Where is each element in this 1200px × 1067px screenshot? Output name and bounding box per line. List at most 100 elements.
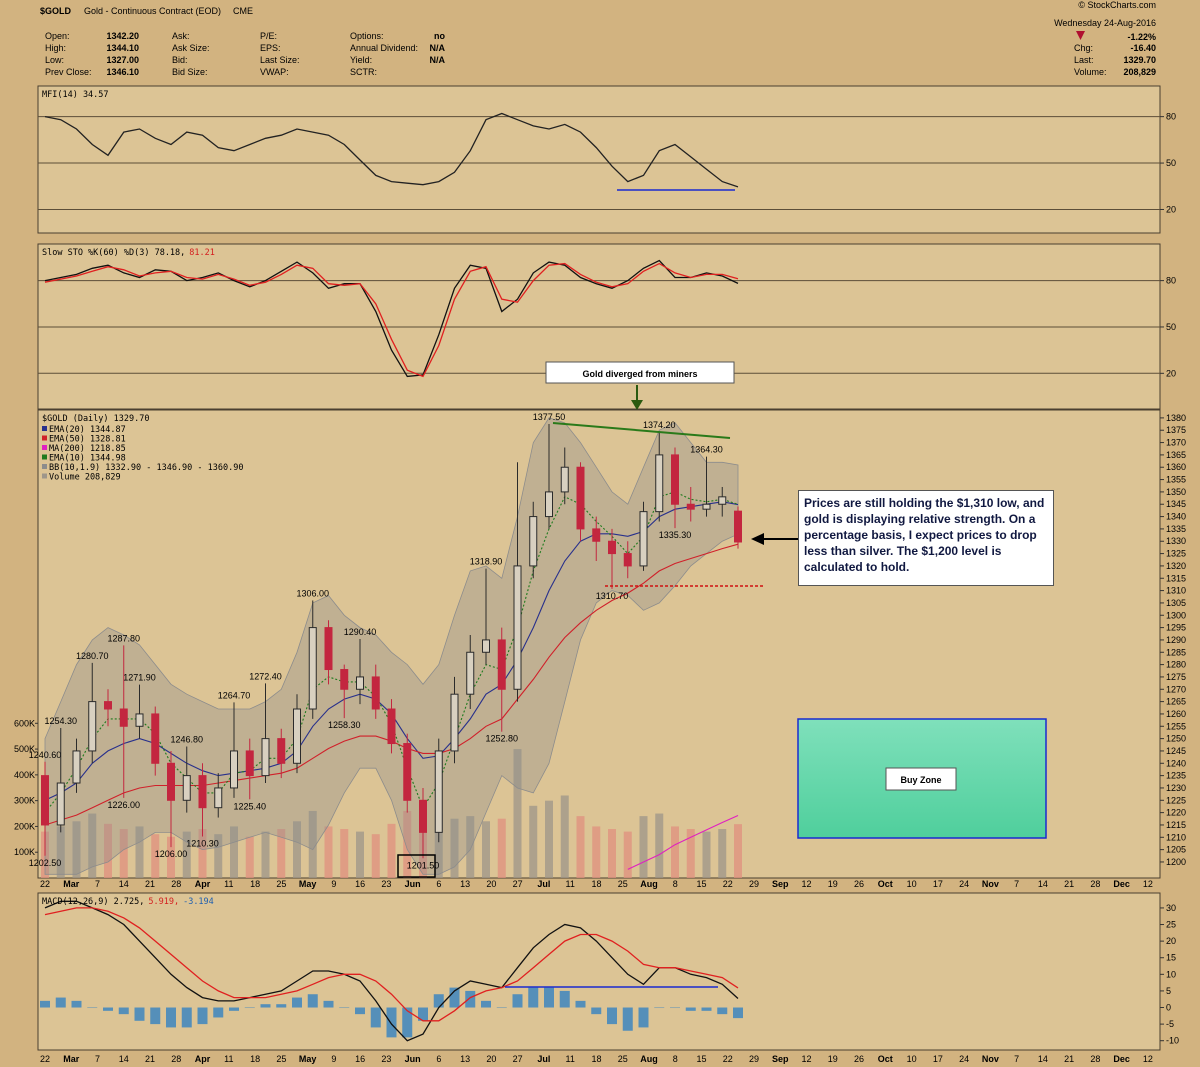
y-tick-label: 1240: [1166, 758, 1186, 768]
series-line: [44, 259, 739, 378]
low-label: 1310.70: [596, 591, 629, 601]
y-tick-label: 1350: [1166, 487, 1186, 497]
y-tick-label: 50: [1166, 158, 1176, 168]
x-tick-label: 12: [1143, 879, 1153, 889]
exchange: CME: [233, 6, 253, 16]
divergence-trendline: [552, 422, 731, 439]
panel-label-part: MACD(12,26,9) 2.725,: [42, 897, 144, 907]
divergence-label: Gold diverged from miners: [582, 369, 697, 379]
series-line: [44, 112, 739, 188]
y-tick-label: 0: [1166, 1003, 1171, 1013]
x-tick-label: 7: [95, 879, 100, 889]
volume-bar: [592, 826, 601, 878]
candle-body: [277, 738, 286, 764]
histogram-bar: [654, 1007, 665, 1009]
volume-bar: [450, 818, 459, 878]
volume-bar: [608, 829, 616, 878]
x-tick-label: 22: [40, 879, 50, 889]
x-tick-label: 22: [40, 1054, 50, 1064]
candle-body: [497, 639, 506, 690]
volume-bar: [686, 829, 695, 878]
x-tick-label: 10: [907, 1054, 917, 1064]
field-label: Annual Dividend:: [350, 43, 418, 53]
high-label: 1287.80: [107, 633, 140, 643]
histogram-bar: [370, 1007, 381, 1028]
candle-body: [686, 503, 695, 510]
histogram-bar: [213, 1007, 224, 1018]
volume-bar: [702, 831, 711, 878]
volume-bar: [529, 805, 538, 878]
y-tick-label: 20: [1166, 368, 1176, 378]
y-tick-label: 1250: [1166, 734, 1186, 744]
y-tick-label: 1210: [1166, 832, 1186, 842]
y-tick-label: -10: [1166, 1036, 1179, 1046]
y-tick-label: 80: [1166, 112, 1176, 122]
volume-bar: [308, 810, 317, 878]
x-tick-label: 13: [460, 879, 470, 889]
candle-body: [41, 775, 49, 826]
x-tick-label: 29: [749, 1054, 759, 1064]
x-tick-label: Aug: [640, 1054, 658, 1064]
high-label: 1280.70: [76, 651, 109, 661]
y-tick-label: 1370: [1166, 438, 1186, 448]
field-label: Volume:: [1074, 67, 1107, 77]
note-arrowhead: [751, 533, 764, 545]
y-tick-label: 30: [1166, 903, 1176, 913]
x-tick-label: 12: [1143, 1054, 1153, 1064]
legend-swatch: [42, 473, 47, 479]
field-value: N/A: [430, 43, 446, 53]
candle-body: [466, 651, 475, 695]
x-tick-label: 6: [436, 879, 441, 889]
x-tick-label: 17: [933, 879, 943, 889]
histogram-bar: [260, 1004, 271, 1008]
overlay-line: [44, 491, 739, 813]
x-tick-label: Jun: [405, 879, 421, 889]
volume-bar: [245, 836, 254, 878]
histogram-bar: [339, 1007, 350, 1009]
y2-tick-label: 200K: [14, 821, 35, 831]
series-line: [44, 907, 739, 1022]
y-tick-label: 20: [1166, 204, 1176, 214]
legend-swatch: [42, 445, 47, 450]
y-tick-label: 1365: [1166, 450, 1186, 460]
legend-entry: MA(200) 1218.85: [49, 444, 126, 454]
candle-body: [545, 491, 553, 518]
x-tick-label: 10: [907, 879, 917, 889]
histogram-bar: [512, 994, 523, 1008]
panel-label-part: 5.919,: [148, 897, 179, 907]
volume-bar: [214, 834, 223, 878]
field-label: Options:: [350, 31, 384, 41]
x-tick-label: Nov: [982, 1054, 999, 1064]
y-tick-label: 1325: [1166, 549, 1186, 559]
field-value: 1327.00: [106, 55, 139, 65]
y-tick-label: 1340: [1166, 512, 1186, 522]
volume-bar: [277, 829, 286, 878]
legend-swatch: [42, 426, 47, 431]
volume-bar: [261, 831, 270, 878]
x-tick-label: 12: [802, 879, 812, 889]
candle-body: [340, 669, 349, 690]
volume-bar: [371, 834, 380, 878]
candle-body: [230, 750, 238, 789]
histogram-bar: [292, 997, 302, 1008]
volume-bar: [403, 810, 412, 878]
volume-bar: [466, 816, 475, 878]
candle-body: [182, 775, 191, 801]
y-tick-label: 1260: [1166, 709, 1186, 719]
x-tick-label: 9: [331, 1054, 336, 1064]
high-label: 1290.40: [344, 627, 377, 637]
y-tick-label: 1380: [1166, 413, 1186, 423]
x-tick-label: Apr: [195, 879, 211, 889]
y-tick-label: 1320: [1166, 561, 1186, 571]
panel-label: $GOLD (Daily) 1329.70: [42, 414, 149, 424]
panel-label-part: 81.21: [189, 248, 215, 258]
overlay-line: [627, 814, 739, 870]
x-tick-label: 14: [1038, 879, 1048, 889]
histogram-bar: [71, 1000, 82, 1008]
date: Wednesday 24-Aug-2016: [1054, 18, 1156, 28]
volume-bar: [734, 824, 742, 878]
histogram-bar: [717, 1007, 728, 1015]
histogram-bar: [433, 994, 444, 1008]
